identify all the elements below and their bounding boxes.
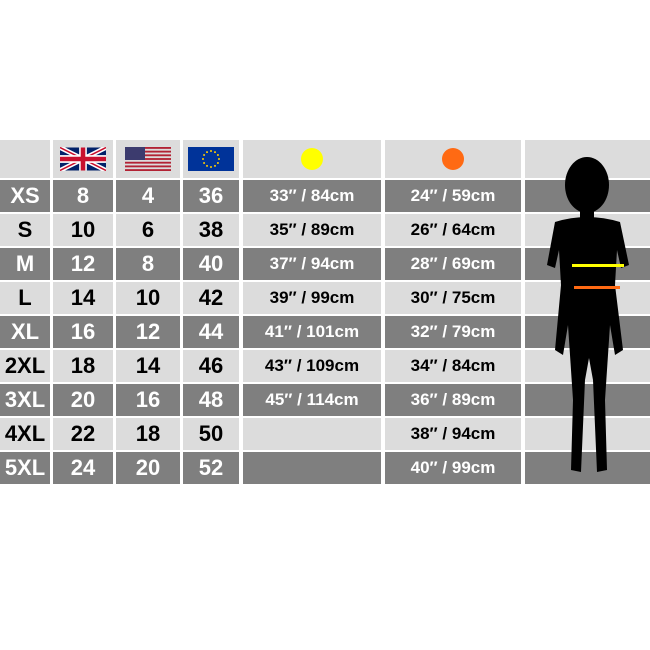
table-cell-waist: 34″ / 84cm bbox=[385, 350, 521, 382]
uk-flag-icon bbox=[60, 147, 106, 171]
orange-dot-icon bbox=[442, 148, 464, 170]
table-cell-waist: 38″ / 94cm bbox=[385, 418, 521, 450]
table-cell-us: 6 bbox=[116, 214, 180, 246]
table-cell-bust bbox=[243, 418, 381, 450]
table-cell-size: L bbox=[0, 282, 50, 314]
us-flag-icon bbox=[125, 147, 171, 171]
table-cell-eu: 46 bbox=[183, 350, 239, 382]
table-cell-eu: 36 bbox=[183, 180, 239, 212]
table-cell-waist: 32″ / 79cm bbox=[385, 316, 521, 348]
table-cell-eu: 40 bbox=[183, 248, 239, 280]
table-cell-bust: 43″ / 109cm bbox=[243, 350, 381, 382]
table-cell-uk: 8 bbox=[53, 180, 113, 212]
yellow-dot-icon bbox=[301, 148, 323, 170]
table-cell-bust bbox=[243, 452, 381, 484]
table-cell-bust: 41″ / 101cm bbox=[243, 316, 381, 348]
table-cell-uk: 14 bbox=[53, 282, 113, 314]
table-cell-us: 16 bbox=[116, 384, 180, 416]
waist-line bbox=[574, 286, 620, 289]
table-cell-waist: 26″ / 64cm bbox=[385, 214, 521, 246]
figure-row-stripe bbox=[525, 452, 650, 484]
table-cell-uk: 12 bbox=[53, 248, 113, 280]
table-cell-uk: 20 bbox=[53, 384, 113, 416]
table-cell-uk: 22 bbox=[53, 418, 113, 450]
table-cell-size: 3XL bbox=[0, 384, 50, 416]
table-cell-us: 12 bbox=[116, 316, 180, 348]
table-cell-us: 20 bbox=[116, 452, 180, 484]
table-cell-eu: 44 bbox=[183, 316, 239, 348]
table-cell-size: S bbox=[0, 214, 50, 246]
table-cell-waist: 30″ / 75cm bbox=[385, 282, 521, 314]
table-cell-size: XS bbox=[0, 180, 50, 212]
table-cell-size: M bbox=[0, 248, 50, 280]
table-cell-us: 10 bbox=[116, 282, 180, 314]
table-cell-bust: 45″ / 114cm bbox=[243, 384, 381, 416]
table-cell-bust: 33″ / 84cm bbox=[243, 180, 381, 212]
bust-line bbox=[572, 264, 624, 267]
table-cell-waist: 40″ / 99cm bbox=[385, 452, 521, 484]
header-cell bbox=[53, 140, 113, 178]
table-cell-eu: 48 bbox=[183, 384, 239, 416]
table-cell-waist: 36″ / 89cm bbox=[385, 384, 521, 416]
figure-row-stripe bbox=[525, 418, 650, 450]
table-cell-uk: 18 bbox=[53, 350, 113, 382]
table-cell-eu: 50 bbox=[183, 418, 239, 450]
table-cell-eu: 38 bbox=[183, 214, 239, 246]
table-cell-eu: 52 bbox=[183, 452, 239, 484]
header-cell bbox=[385, 140, 521, 178]
header-cell bbox=[243, 140, 381, 178]
table-cell-us: 18 bbox=[116, 418, 180, 450]
header-cell bbox=[116, 140, 180, 178]
table-cell-waist: 28″ / 69cm bbox=[385, 248, 521, 280]
header-cell bbox=[183, 140, 239, 178]
table-cell-size: 4XL bbox=[0, 418, 50, 450]
table-cell-bust: 37″ / 94cm bbox=[243, 248, 381, 280]
table-cell-bust: 35″ / 89cm bbox=[243, 214, 381, 246]
table-cell-size: 5XL bbox=[0, 452, 50, 484]
table-cell-uk: 24 bbox=[53, 452, 113, 484]
table-cell-bust: 39″ / 99cm bbox=[243, 282, 381, 314]
female-silhouette-figure bbox=[525, 140, 650, 484]
silhouette-icon bbox=[547, 157, 629, 472]
table-cell-us: 14 bbox=[116, 350, 180, 382]
figure-row-stripe bbox=[525, 384, 650, 416]
table-cell-eu: 42 bbox=[183, 282, 239, 314]
table-cell-us: 4 bbox=[116, 180, 180, 212]
header-cell bbox=[0, 140, 50, 178]
table-cell-us: 8 bbox=[116, 248, 180, 280]
eu-flag-icon bbox=[188, 147, 234, 171]
table-cell-uk: 16 bbox=[53, 316, 113, 348]
table-cell-size: XL bbox=[0, 316, 50, 348]
table-cell-uk: 10 bbox=[53, 214, 113, 246]
table-cell-size: 2XL bbox=[0, 350, 50, 382]
table-cell-waist: 24″ / 59cm bbox=[385, 180, 521, 212]
